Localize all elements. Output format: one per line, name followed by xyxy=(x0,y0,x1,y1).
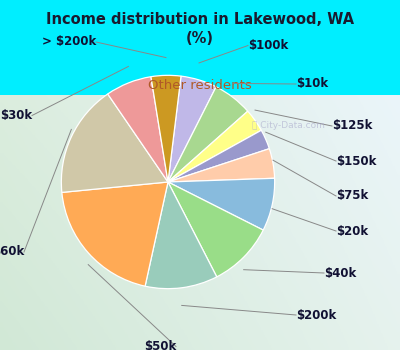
Wedge shape xyxy=(145,182,217,289)
Text: $100k: $100k xyxy=(248,39,288,52)
Wedge shape xyxy=(168,178,275,230)
Text: $30k: $30k xyxy=(0,109,32,122)
Text: $60k: $60k xyxy=(0,245,24,259)
Wedge shape xyxy=(108,77,168,182)
Wedge shape xyxy=(168,130,269,182)
Wedge shape xyxy=(151,75,181,182)
Text: Other residents: Other residents xyxy=(148,79,252,92)
Text: $125k: $125k xyxy=(332,119,372,133)
Text: $75k: $75k xyxy=(336,189,368,203)
Text: $20k: $20k xyxy=(336,224,368,238)
Text: > $200k: > $200k xyxy=(42,35,96,49)
Wedge shape xyxy=(61,94,168,192)
Text: $50k: $50k xyxy=(144,340,176,350)
Text: $200k: $200k xyxy=(296,308,336,322)
Wedge shape xyxy=(168,111,261,182)
Wedge shape xyxy=(168,182,263,277)
Text: $150k: $150k xyxy=(336,154,376,168)
Wedge shape xyxy=(168,76,216,182)
Wedge shape xyxy=(168,149,275,182)
Text: $40k: $40k xyxy=(324,266,356,280)
Text: ⓘ City-Data.com: ⓘ City-Data.com xyxy=(252,121,324,131)
Text: $10k: $10k xyxy=(296,77,328,91)
Wedge shape xyxy=(168,87,248,182)
Text: Income distribution in Lakewood, WA
(%): Income distribution in Lakewood, WA (%) xyxy=(46,12,354,46)
Wedge shape xyxy=(62,182,168,286)
